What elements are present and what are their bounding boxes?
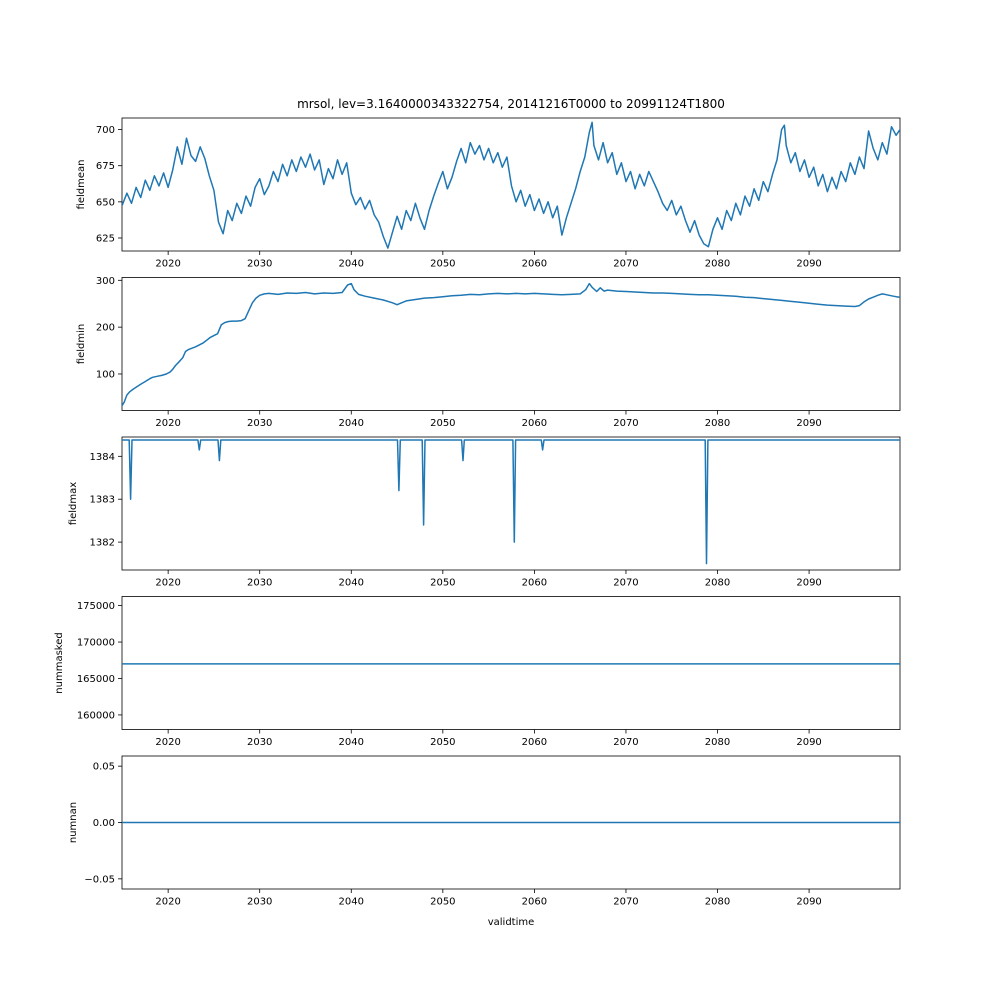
- subplot-numnan: −0.05 0.00 0.05 2020 2030 2040 2050 2060 2070 208…: [68, 755, 901, 908]
- x-tick-label: 2060: [522, 897, 547, 908]
- y-tick-label: 160000: [77, 710, 115, 721]
- x-tick-label: 2040: [339, 259, 364, 270]
- x-tick-label: 2090: [796, 259, 821, 270]
- y-tick-label: 1382: [90, 538, 115, 549]
- x-tick-label: 2080: [705, 259, 730, 270]
- x-tick-label: 2090: [796, 897, 821, 908]
- x-tick-label: 2090: [796, 737, 821, 748]
- x-tick-label: 2040: [339, 737, 364, 748]
- y-tick-label: 650: [96, 197, 115, 208]
- x-tick-label: 2080: [705, 578, 730, 589]
- chart-title: mrsol, lev=3.1640000343322754, 20141216T…: [297, 97, 725, 111]
- y-tick-label: 165000: [77, 674, 115, 685]
- x-tick-label: 2070: [613, 418, 638, 429]
- x-tick-label: 2050: [430, 897, 455, 908]
- x-tick-label: 2020: [155, 418, 180, 429]
- y-tick-label: 1384: [90, 452, 115, 463]
- x-tick-label: 2050: [430, 259, 455, 270]
- x-tick-label: 2080: [705, 418, 730, 429]
- x-tick-label: 2090: [796, 578, 821, 589]
- y-tick-label: −0.05: [84, 874, 115, 885]
- y-tick-label: 0.05: [93, 762, 115, 773]
- x-tick-label: 2090: [796, 418, 821, 429]
- y-axis-label-fieldmean: fieldmean: [76, 160, 87, 210]
- axes-frame-fieldmean: [121, 117, 901, 252]
- x-tick-label: 2020: [155, 259, 180, 270]
- subplot-fieldmin: 100 200 300 2020 2030 2040 2050 2060 2070 2080 209…: [76, 276, 901, 429]
- x-tick-label: 2040: [339, 578, 364, 589]
- x-tick-label: 2060: [522, 578, 547, 589]
- y-tick-label: 675: [96, 161, 115, 172]
- x-tick-label: 2070: [613, 897, 638, 908]
- x-tick-label: 2030: [247, 418, 272, 429]
- y-tick-label: 200: [96, 323, 115, 334]
- x-tick-label: 2060: [522, 259, 547, 270]
- series-fieldmax: [122, 439, 900, 565]
- y-tick-label: 170000: [77, 638, 115, 649]
- y-axis-label-fieldmax: fieldmax: [68, 482, 79, 525]
- x-tick-label: 2030: [247, 737, 272, 748]
- subplot-fieldmean: 625 650 675 700 2020 2030 2040 2050 2060 2070 2080…: [76, 117, 901, 270]
- x-tick-label: 2080: [705, 897, 730, 908]
- x-tick-label: 2020: [155, 897, 180, 908]
- y-axis-label-fieldmin: fieldmin: [76, 324, 87, 364]
- subplot-nummasked: 160000 165000 170000 175000 2020 2030 2040 2050…: [54, 596, 901, 748]
- x-tick-label: 2070: [613, 578, 638, 589]
- x-tick-label: 2030: [247, 897, 272, 908]
- axes-frame-nummasked: [121, 596, 901, 730]
- x-axis-label: validtime: [487, 917, 535, 928]
- x-tick-label: 2040: [339, 897, 364, 908]
- series-fieldmin: [122, 282, 900, 407]
- x-tick-label: 2020: [155, 737, 180, 748]
- y-tick-label: 300: [96, 276, 115, 287]
- x-tick-label: 2080: [705, 737, 730, 748]
- x-tick-label: 2060: [522, 737, 547, 748]
- y-tick-label: 100: [96, 369, 115, 380]
- x-tick-label: 2070: [613, 737, 638, 748]
- y-tick-label: 625: [96, 233, 115, 244]
- x-tick-label: 2030: [247, 578, 272, 589]
- x-tick-label: 2060: [522, 418, 547, 429]
- x-tick-label: 2040: [339, 418, 364, 429]
- series-fieldmean: [122, 121, 900, 249]
- y-tick-label: 1383: [90, 495, 115, 506]
- x-tick-label: 2020: [155, 578, 180, 589]
- x-tick-label: 2070: [613, 259, 638, 270]
- x-tick-label: 2050: [430, 578, 455, 589]
- x-tick-label: 2030: [247, 259, 272, 270]
- y-tick-label: 700: [96, 125, 115, 136]
- subplot-fieldmax: 1382 1383 1384 2020 2030 2040 2050 2060 2070 2080…: [68, 436, 901, 589]
- y-axis-label-nummasked: nummasked: [54, 632, 65, 693]
- y-axis-label-numnan: numnan: [68, 802, 79, 843]
- x-tick-label: 2050: [430, 737, 455, 748]
- y-tick-label: 175000: [77, 601, 115, 612]
- x-tick-label: 2050: [430, 418, 455, 429]
- axes-frame-fieldmax: [121, 436, 901, 571]
- y-tick-label: 0.00: [93, 818, 115, 829]
- axes-frame-fieldmin: [121, 277, 901, 411]
